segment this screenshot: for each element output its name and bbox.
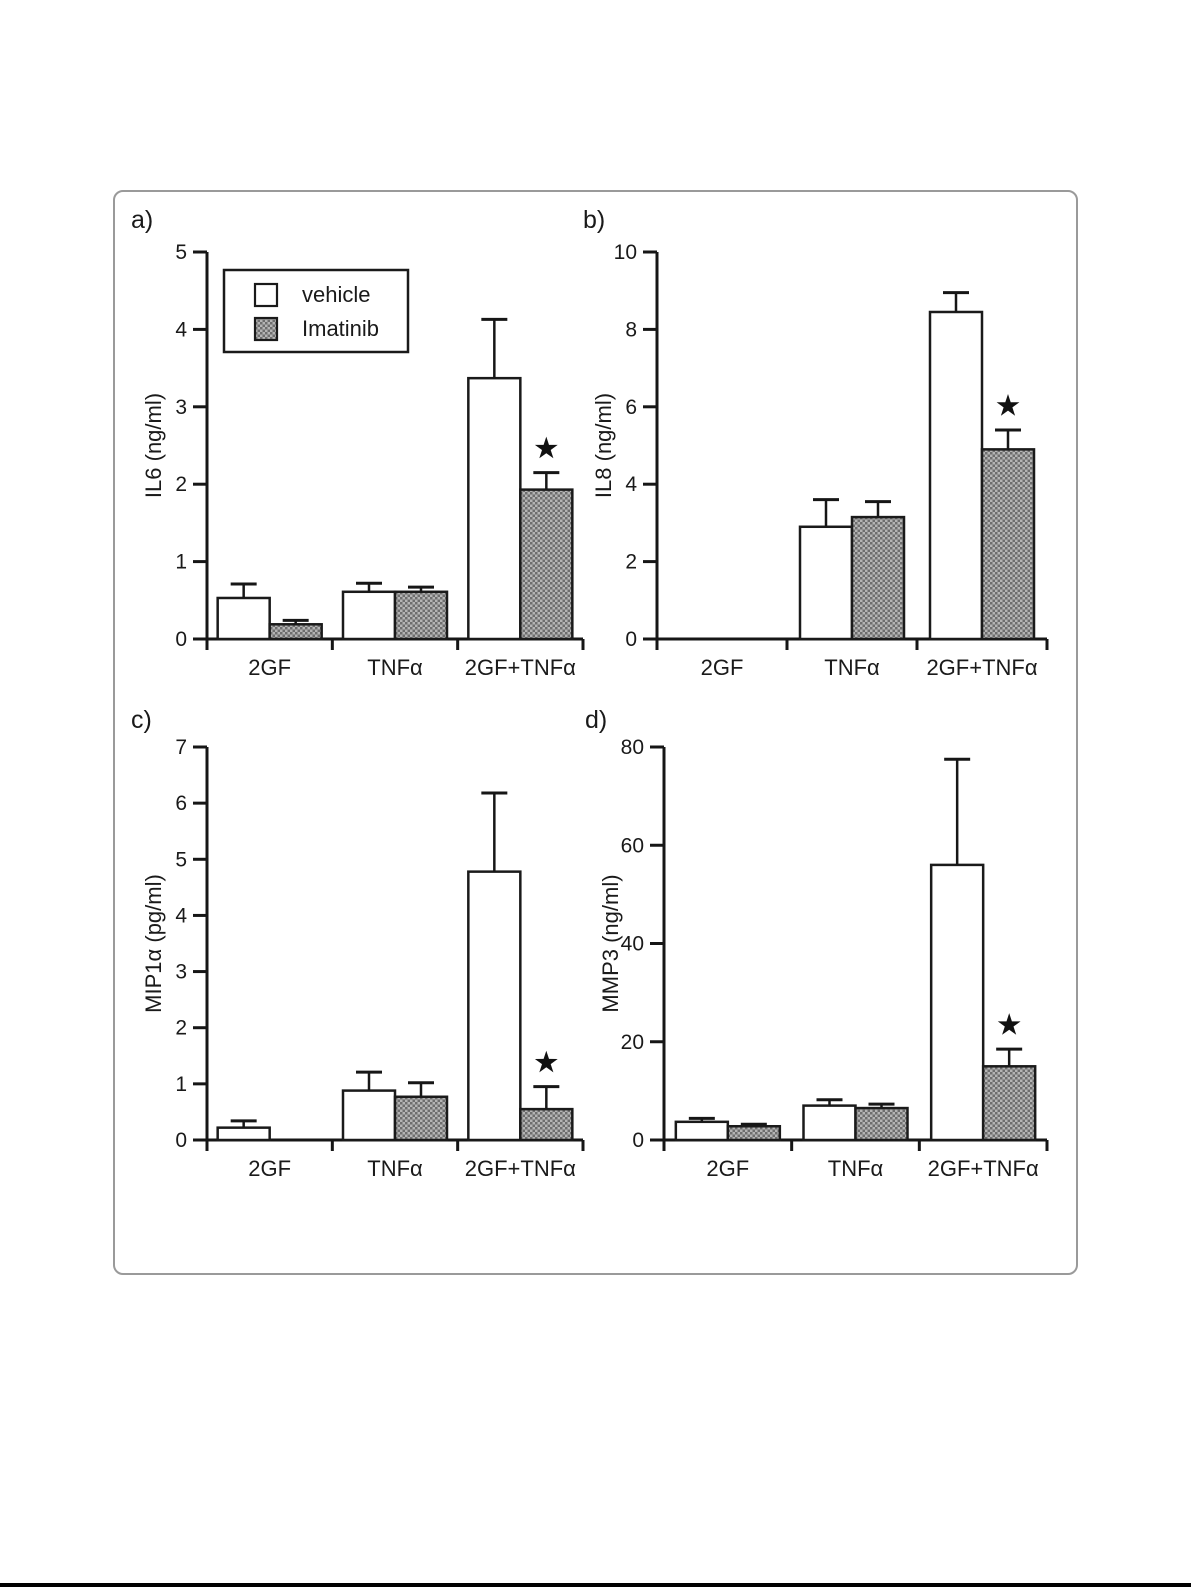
bar-imatinib — [854, 1106, 909, 1142]
bar-vehicle — [929, 863, 985, 1142]
y-tick-label: 1 — [175, 1073, 187, 1096]
significance-star — [997, 1013, 1021, 1035]
y-tick-label: 4 — [175, 904, 187, 927]
y-tick-label: 2 — [175, 1017, 187, 1040]
figure-border-box: a) 0 1 2 3 4 5 2GF TNFα 2GF+TNFα IL6 (ng/ml) vehicl… — [113, 190, 1078, 1275]
bar-vehicle — [341, 1089, 397, 1142]
bar-vehicle — [467, 376, 522, 641]
bar-vehicle — [216, 596, 271, 641]
x-category-label: 2GF — [248, 655, 291, 680]
panel-letter: b) — [583, 206, 605, 234]
y-tick-label: 6 — [625, 396, 637, 419]
x-category-label: 2GF — [706, 1156, 749, 1181]
chart-panel-b: b) 0 2 4 6 8 10 2GF TNFα 2GF+TNFα IL8 (ng/ml) — [583, 206, 1049, 680]
bottom-rule — [0, 1583, 1191, 1587]
significance-star — [534, 436, 558, 459]
bar-imatinib — [726, 1124, 782, 1142]
bar-imatinib — [850, 515, 906, 641]
bar-vehicle — [928, 310, 984, 641]
chart-panel-d: d) 0 20 40 60 80 2GF TNFα 2GF+TNFα MMP3 (ng/ml) — [585, 706, 1049, 1181]
y-tick-label: 8 — [625, 318, 637, 341]
chart-panel-a: a) 0 1 2 3 4 5 2GF TNFα 2GF+TNFα IL6 (ng/ml) vehicl… — [131, 206, 585, 680]
bar-vehicle — [798, 525, 854, 641]
y-tick-label: 60 — [621, 834, 644, 857]
bar-vehicle — [467, 870, 522, 1142]
bar-vehicle — [216, 1126, 271, 1142]
y-tick-label: 4 — [175, 318, 187, 341]
significance-star — [996, 394, 1020, 416]
panel-letter: c) — [131, 706, 152, 734]
panel-letter: a) — [131, 206, 153, 234]
legend-swatch-vehicle — [253, 282, 279, 308]
y-tick-label: 3 — [175, 396, 187, 419]
y-tick-label: 0 — [175, 628, 187, 651]
y-tick-label: 40 — [621, 933, 644, 956]
panel-letter: d) — [585, 706, 607, 734]
y-tick-label: 6 — [175, 792, 187, 815]
x-category-label: TNFα — [828, 1156, 884, 1181]
significance-star — [534, 1050, 558, 1073]
y-axis-title: IL8 (ng/ml) — [591, 393, 616, 498]
x-category-label: 2GF — [248, 1156, 291, 1181]
x-category-label: 2GF+TNFα — [465, 655, 576, 680]
y-tick-label: 2 — [175, 473, 187, 496]
x-category-label: TNFα — [824, 655, 880, 680]
x-category-label: 2GF+TNFα — [926, 655, 1037, 680]
y-tick-label: 20 — [621, 1031, 644, 1054]
y-axis-title: MIP1α (pg/ml) — [141, 874, 166, 1013]
y-tick-label: 80 — [621, 736, 644, 759]
y-axis-title: IL6 (ng/ml) — [141, 393, 166, 498]
y-tick-label: 2 — [625, 551, 637, 574]
chart-panel-c: c) 0 1 2 3 4 5 6 7 2GF TNFα 2GF+TNFα MIP1α (pg/ml) — [131, 706, 585, 1181]
y-tick-label: 7 — [175, 736, 187, 759]
y-tick-label: 10 — [614, 241, 637, 264]
x-category-label: 2GF+TNFα — [928, 1156, 1039, 1181]
bar-imatinib — [393, 590, 449, 641]
y-axis-title: MMP3 (ng/ml) — [598, 874, 623, 1012]
y-tick-label: 3 — [175, 961, 187, 984]
x-category-label: TNFα — [367, 1156, 423, 1181]
x-category-label: TNFα — [367, 655, 423, 680]
bar-imatinib — [981, 1065, 1037, 1142]
bar-imatinib — [268, 623, 323, 641]
legend-label-vehicle: vehicle — [302, 282, 370, 307]
charts-svg: a) 0 1 2 3 4 5 2GF TNFα 2GF+TNFα IL6 (ng/ml) vehicl… — [131, 206, 1049, 1181]
bar-vehicle — [341, 590, 397, 641]
legend: vehicle Imatinib — [222, 268, 410, 354]
y-tick-label: 0 — [625, 628, 637, 651]
y-tick-label: 5 — [175, 241, 187, 264]
legend-swatch-imatinib — [253, 316, 279, 342]
bar-imatinib — [980, 448, 1036, 641]
x-category-label: 2GF+TNFα — [465, 1156, 576, 1181]
x-category-label: 2GF — [701, 655, 744, 680]
y-tick-label: 1 — [175, 551, 187, 574]
bar-imatinib — [393, 1095, 449, 1142]
bar-imatinib — [519, 488, 574, 641]
bar-imatinib — [519, 1107, 574, 1142]
y-tick-label: 0 — [175, 1129, 187, 1152]
bar-vehicle — [802, 1104, 857, 1142]
bar-vehicle — [674, 1120, 730, 1142]
legend-label-imatinib: Imatinib — [302, 316, 379, 341]
y-tick-label: 5 — [175, 848, 187, 871]
y-tick-label: 4 — [625, 473, 637, 496]
y-tick-label: 0 — [632, 1129, 644, 1152]
